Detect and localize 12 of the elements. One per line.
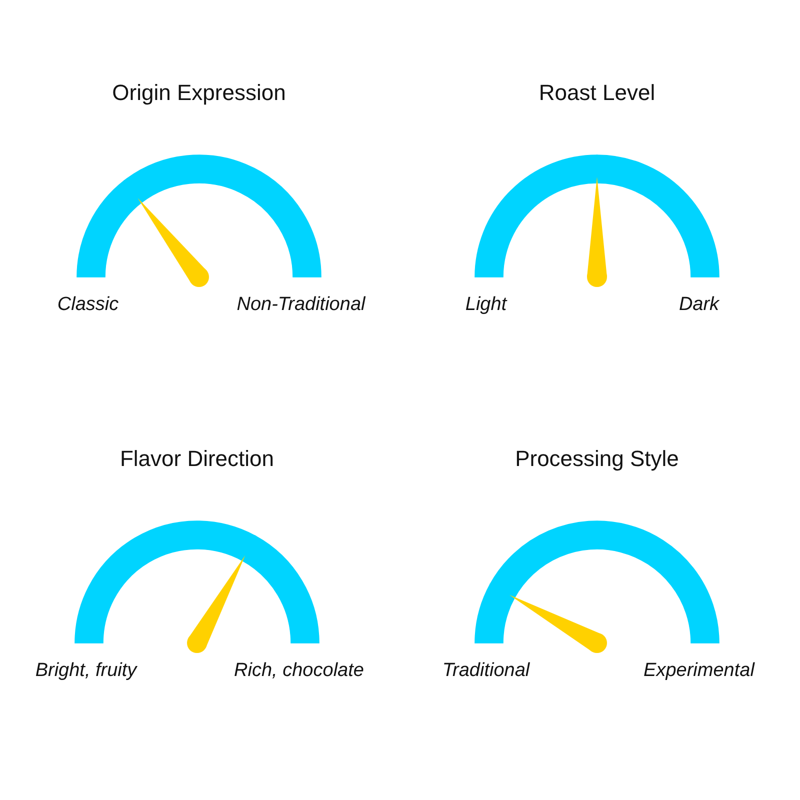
chart-title: Roast Level bbox=[538, 80, 656, 105]
chart-title: Origin Expression bbox=[112, 80, 286, 105]
chart-title: Processing Style bbox=[515, 446, 679, 471]
text: Light bbox=[465, 294, 508, 315]
chart-title: Flavor Direction bbox=[120, 446, 274, 471]
text: Rich, chocolate bbox=[234, 660, 364, 681]
text: Bright, fruity bbox=[35, 660, 138, 681]
text: Classic bbox=[57, 294, 120, 315]
text: Dark bbox=[678, 294, 721, 315]
text: Experimental bbox=[644, 660, 756, 681]
text: Non-Traditional bbox=[236, 294, 366, 315]
text: Traditional bbox=[442, 660, 530, 681]
